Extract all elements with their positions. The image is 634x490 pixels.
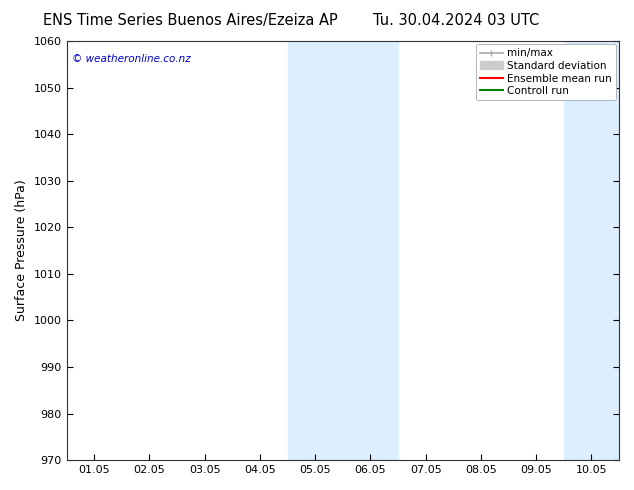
Text: Tu. 30.04.2024 03 UTC: Tu. 30.04.2024 03 UTC	[373, 13, 540, 28]
Legend: min/max, Standard deviation, Ensemble mean run, Controll run: min/max, Standard deviation, Ensemble me…	[476, 44, 616, 100]
Y-axis label: Surface Pressure (hPa): Surface Pressure (hPa)	[15, 180, 28, 321]
Text: ENS Time Series Buenos Aires/Ezeiza AP: ENS Time Series Buenos Aires/Ezeiza AP	[43, 13, 337, 28]
Text: © weatheronline.co.nz: © weatheronline.co.nz	[72, 53, 191, 64]
Bar	[288, 41, 398, 460]
Bar	[564, 41, 619, 460]
